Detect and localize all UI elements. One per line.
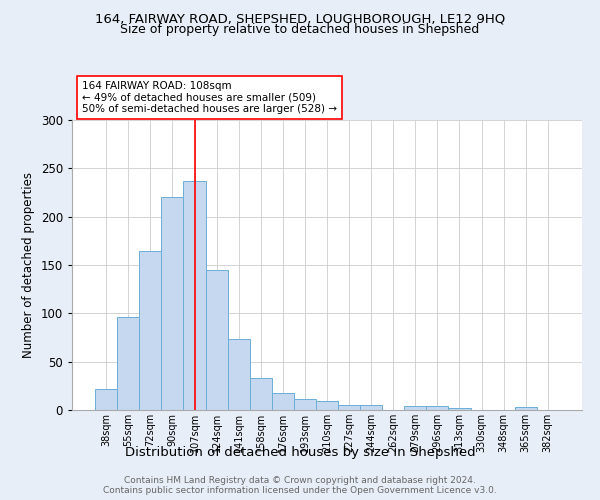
Bar bbox=[272, 392, 294, 410]
Bar bbox=[95, 388, 117, 410]
Bar bbox=[404, 406, 427, 410]
Bar bbox=[184, 181, 206, 410]
Text: Contains HM Land Registry data © Crown copyright and database right 2024.
Contai: Contains HM Land Registry data © Crown c… bbox=[103, 476, 497, 495]
Bar bbox=[360, 405, 382, 410]
Y-axis label: Number of detached properties: Number of detached properties bbox=[22, 172, 35, 358]
Bar bbox=[427, 406, 448, 410]
Bar bbox=[515, 407, 537, 410]
Bar bbox=[161, 198, 184, 410]
Text: 164 FAIRWAY ROAD: 108sqm
← 49% of detached houses are smaller (509)
50% of semi-: 164 FAIRWAY ROAD: 108sqm ← 49% of detach… bbox=[82, 81, 337, 114]
Bar bbox=[139, 250, 161, 410]
Bar bbox=[206, 270, 227, 410]
Bar bbox=[448, 408, 470, 410]
Bar bbox=[338, 405, 360, 410]
Text: Size of property relative to detached houses in Shepshed: Size of property relative to detached ho… bbox=[121, 22, 479, 36]
Text: 164, FAIRWAY ROAD, SHEPSHED, LOUGHBOROUGH, LE12 9HQ: 164, FAIRWAY ROAD, SHEPSHED, LOUGHBOROUG… bbox=[95, 12, 505, 26]
Bar bbox=[316, 402, 338, 410]
Bar bbox=[117, 317, 139, 410]
Bar bbox=[294, 400, 316, 410]
Bar bbox=[227, 340, 250, 410]
Text: Distribution of detached houses by size in Shepshed: Distribution of detached houses by size … bbox=[125, 446, 475, 459]
Bar bbox=[250, 378, 272, 410]
